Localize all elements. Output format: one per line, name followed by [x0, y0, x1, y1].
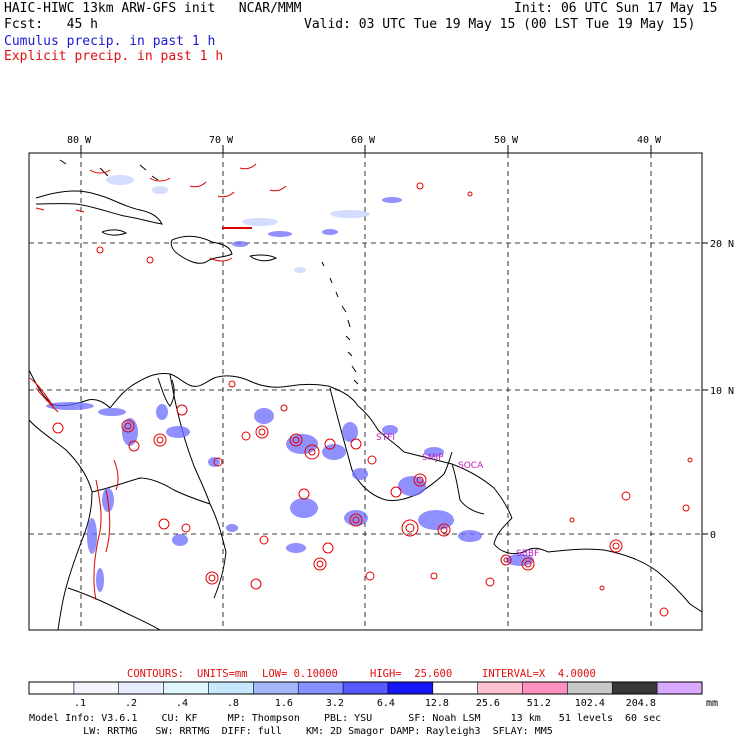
axis-ticks [80, 145, 708, 535]
colorbar-swatch [657, 682, 703, 694]
title-left: HAIC-HIWC 13km ARW-GFS init NCAR/MMM [4, 1, 302, 16]
colorbar-tick-label: 12.8 [425, 698, 449, 709]
colorbar [29, 682, 703, 694]
colorbar-unit: mm [706, 698, 718, 709]
colorbar-swatch [253, 682, 299, 694]
colorbar-tick-label: 51.2 [527, 698, 551, 709]
colorbar-swatch [387, 682, 434, 694]
colorbar-swatch [118, 682, 165, 694]
contours-high: HIGH= 25.600 [370, 668, 453, 680]
colorbar-tick-label: .2 [125, 698, 137, 709]
coastlines [28, 159, 703, 631]
map-frame [28, 152, 703, 631]
station-label-stfi: STFI [376, 433, 395, 443]
colorbar-tick-label: 3.2 [326, 698, 344, 709]
cumulus-legend: Cumulus precip. in past 1 h [4, 34, 216, 49]
lon-label-50w: 50 W [494, 135, 519, 146]
station-label-smjp: SMJP [422, 453, 444, 463]
colorbar-tick-label: .8 [227, 698, 239, 709]
colorbar-swatch [163, 682, 209, 694]
station-label-sbbf: SBBF [516, 549, 539, 559]
lat-label-0: 0 [710, 530, 716, 541]
colorbar-tick-label: 102.4 [575, 698, 605, 709]
contours-low: LOW= 0.10000 [262, 668, 338, 680]
model-info-line2: LW: RRTMG SW: RRTMG DIFF: full KM: 2D Sm… [29, 726, 553, 737]
colorbar-swatch [208, 682, 254, 694]
colorbar-tick-label: 204.8 [626, 698, 656, 709]
colorbar-swatch [567, 682, 613, 694]
colorbar-swatch [73, 682, 120, 694]
colorbar-swatch [29, 682, 75, 694]
colorbar-swatch [432, 682, 479, 694]
contours-units: UNITS=mm [197, 668, 248, 680]
colorbar-swatch [612, 682, 658, 694]
forecast-hour: Fcst: 45 h [4, 17, 98, 32]
valid-time: Valid: 03 UTC Tue 19 May 15 (00 LST Tue … [304, 17, 696, 32]
contours-interval: INTERVAL=X 4.0000 [482, 668, 596, 680]
colorbar-tick-label: .4 [176, 698, 188, 709]
colorbar-swatch [298, 682, 344, 694]
lon-label-80w: 80 W [67, 135, 92, 146]
explicit-legend: Explicit precip. in past 1 h [4, 49, 224, 64]
lat-lon-grid [29, 153, 702, 630]
explicit-precip-contours [29, 163, 693, 617]
colorbar-tick-label: 25.6 [476, 698, 500, 709]
lon-label-40w: 40 W [637, 135, 662, 146]
colorbar-swatch [343, 682, 389, 694]
lat-label-20n: 20 N [710, 239, 734, 250]
colorbar-tick-label: .1 [74, 698, 86, 709]
colorbar-swatch [522, 682, 568, 694]
model-info-line1: Model Info: V3.6.1 CU: KF MP: Thompson P… [29, 713, 662, 724]
colorbar-tick-label: 6.4 [377, 698, 395, 709]
contours-label: CONTOURS: [127, 668, 184, 680]
colorbar-swatch [477, 682, 524, 694]
colorbar-tick-label: 1.6 [275, 698, 293, 709]
init-time: Init: 06 UTC Sun 17 May 15 [514, 1, 718, 16]
lon-label-60w: 60 W [351, 135, 376, 146]
station-label-soca: SOCA [458, 461, 484, 471]
lon-label-70w: 70 W [209, 135, 234, 146]
lat-label-10n: 10 N [710, 386, 734, 397]
